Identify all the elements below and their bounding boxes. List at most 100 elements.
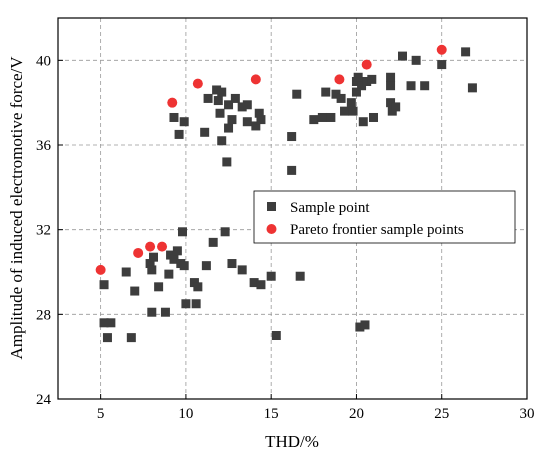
sample-point bbox=[149, 252, 159, 262]
sample-point bbox=[271, 331, 281, 340]
sample-point bbox=[191, 299, 201, 309]
sample-point bbox=[203, 93, 213, 103]
sample-point bbox=[213, 96, 223, 106]
sample-point bbox=[467, 83, 477, 93]
sample-point bbox=[237, 265, 247, 275]
sample-point bbox=[224, 123, 234, 133]
sample-point bbox=[193, 282, 203, 292]
legend-label-pareto: Pareto frontier sample points bbox=[290, 222, 464, 238]
x-tick-label: 25 bbox=[434, 406, 449, 422]
sample-point bbox=[461, 47, 471, 57]
sample-point bbox=[256, 280, 266, 290]
sample-point bbox=[237, 102, 247, 112]
sample-point bbox=[386, 81, 396, 91]
sample-point bbox=[331, 89, 341, 99]
sample-point bbox=[386, 72, 396, 82]
sample-point bbox=[360, 320, 370, 330]
x-tick-label: 30 bbox=[520, 406, 535, 422]
sample-point bbox=[177, 227, 187, 237]
sample-point bbox=[242, 100, 252, 110]
y-tick-label: 40 bbox=[36, 53, 51, 69]
pareto-point bbox=[167, 97, 178, 108]
sample-point bbox=[249, 278, 259, 288]
sample-point bbox=[406, 81, 416, 91]
plot-frame bbox=[57, 17, 528, 400]
sample-point bbox=[164, 269, 174, 279]
axis-ticks: 5 10 15 20 25 30 24 28 32 36 40 bbox=[36, 53, 535, 422]
sample-point bbox=[230, 93, 240, 103]
sample-point bbox=[215, 108, 225, 118]
sample-point bbox=[362, 77, 372, 86]
legend: Sample point Pareto frontier sample poin… bbox=[253, 190, 516, 244]
x-tick-label: 10 bbox=[178, 406, 193, 422]
sample-point bbox=[106, 318, 116, 328]
sample-point bbox=[411, 55, 421, 65]
sample-point bbox=[147, 265, 157, 275]
legend-marker-pareto bbox=[266, 224, 277, 234]
sample-point bbox=[99, 318, 109, 328]
data-points bbox=[95, 44, 477, 343]
sample-point bbox=[242, 117, 252, 127]
sample-point bbox=[292, 89, 302, 99]
sample-point bbox=[357, 81, 367, 91]
y-tick-label: 36 bbox=[36, 138, 52, 154]
sample-point bbox=[222, 157, 232, 167]
sample-point bbox=[172, 246, 182, 256]
sample-point bbox=[145, 259, 155, 269]
sample-point bbox=[126, 333, 136, 343]
sample-point bbox=[369, 112, 379, 122]
legend-box bbox=[253, 190, 516, 244]
sample-point bbox=[321, 87, 331, 97]
x-tick-label: 20 bbox=[349, 406, 364, 422]
sample-point bbox=[174, 129, 184, 139]
sample-point bbox=[212, 85, 222, 95]
sample-point bbox=[102, 333, 112, 343]
legend-marker-sample-point bbox=[267, 202, 276, 211]
sample-point bbox=[220, 227, 230, 237]
sample-point bbox=[391, 102, 401, 112]
sample-point bbox=[179, 261, 189, 271]
pareto-point bbox=[192, 78, 203, 89]
pareto-point bbox=[95, 264, 106, 275]
sample-point bbox=[437, 60, 447, 70]
sample-point bbox=[99, 280, 109, 290]
sample-point bbox=[227, 259, 237, 269]
sample-point bbox=[367, 74, 377, 84]
y-tick-label: 32 bbox=[36, 223, 51, 239]
sample-point bbox=[317, 112, 327, 122]
legend-label-sample-point: Sample point bbox=[290, 200, 370, 216]
sample-point bbox=[254, 108, 264, 118]
sample-point bbox=[358, 117, 368, 127]
sample-point bbox=[200, 127, 210, 137]
sample-point bbox=[251, 121, 261, 131]
sample-point bbox=[309, 115, 319, 125]
sample-point bbox=[121, 267, 131, 277]
sample-point bbox=[217, 87, 227, 97]
sample-point bbox=[169, 254, 179, 264]
sample-point bbox=[355, 322, 365, 332]
sample-point bbox=[147, 307, 157, 317]
pareto-point bbox=[145, 241, 156, 252]
sample-point bbox=[160, 307, 170, 317]
sample-point bbox=[420, 81, 430, 91]
x-axis-title: THD/% bbox=[265, 432, 319, 451]
sample-point bbox=[340, 106, 350, 116]
y-tick-label: 28 bbox=[36, 307, 51, 323]
sample-point bbox=[348, 106, 358, 116]
sample-point bbox=[353, 72, 363, 82]
sample-point bbox=[386, 98, 396, 108]
x-tick-label: 15 bbox=[264, 406, 279, 422]
pareto-point bbox=[334, 74, 345, 85]
y-tick-label: 24 bbox=[36, 392, 52, 408]
sample-point bbox=[336, 93, 346, 103]
sample-point bbox=[346, 98, 356, 108]
y-axis-title: Amplitude of induced electromotive force… bbox=[7, 56, 26, 360]
sample-point bbox=[224, 100, 234, 110]
sample-point bbox=[201, 261, 211, 271]
x-tick-label: 5 bbox=[97, 406, 105, 422]
sample-point bbox=[217, 136, 227, 146]
sample-point bbox=[287, 165, 297, 175]
sample-point bbox=[287, 132, 297, 142]
sample-point bbox=[227, 115, 237, 125]
sample-point bbox=[351, 87, 361, 97]
